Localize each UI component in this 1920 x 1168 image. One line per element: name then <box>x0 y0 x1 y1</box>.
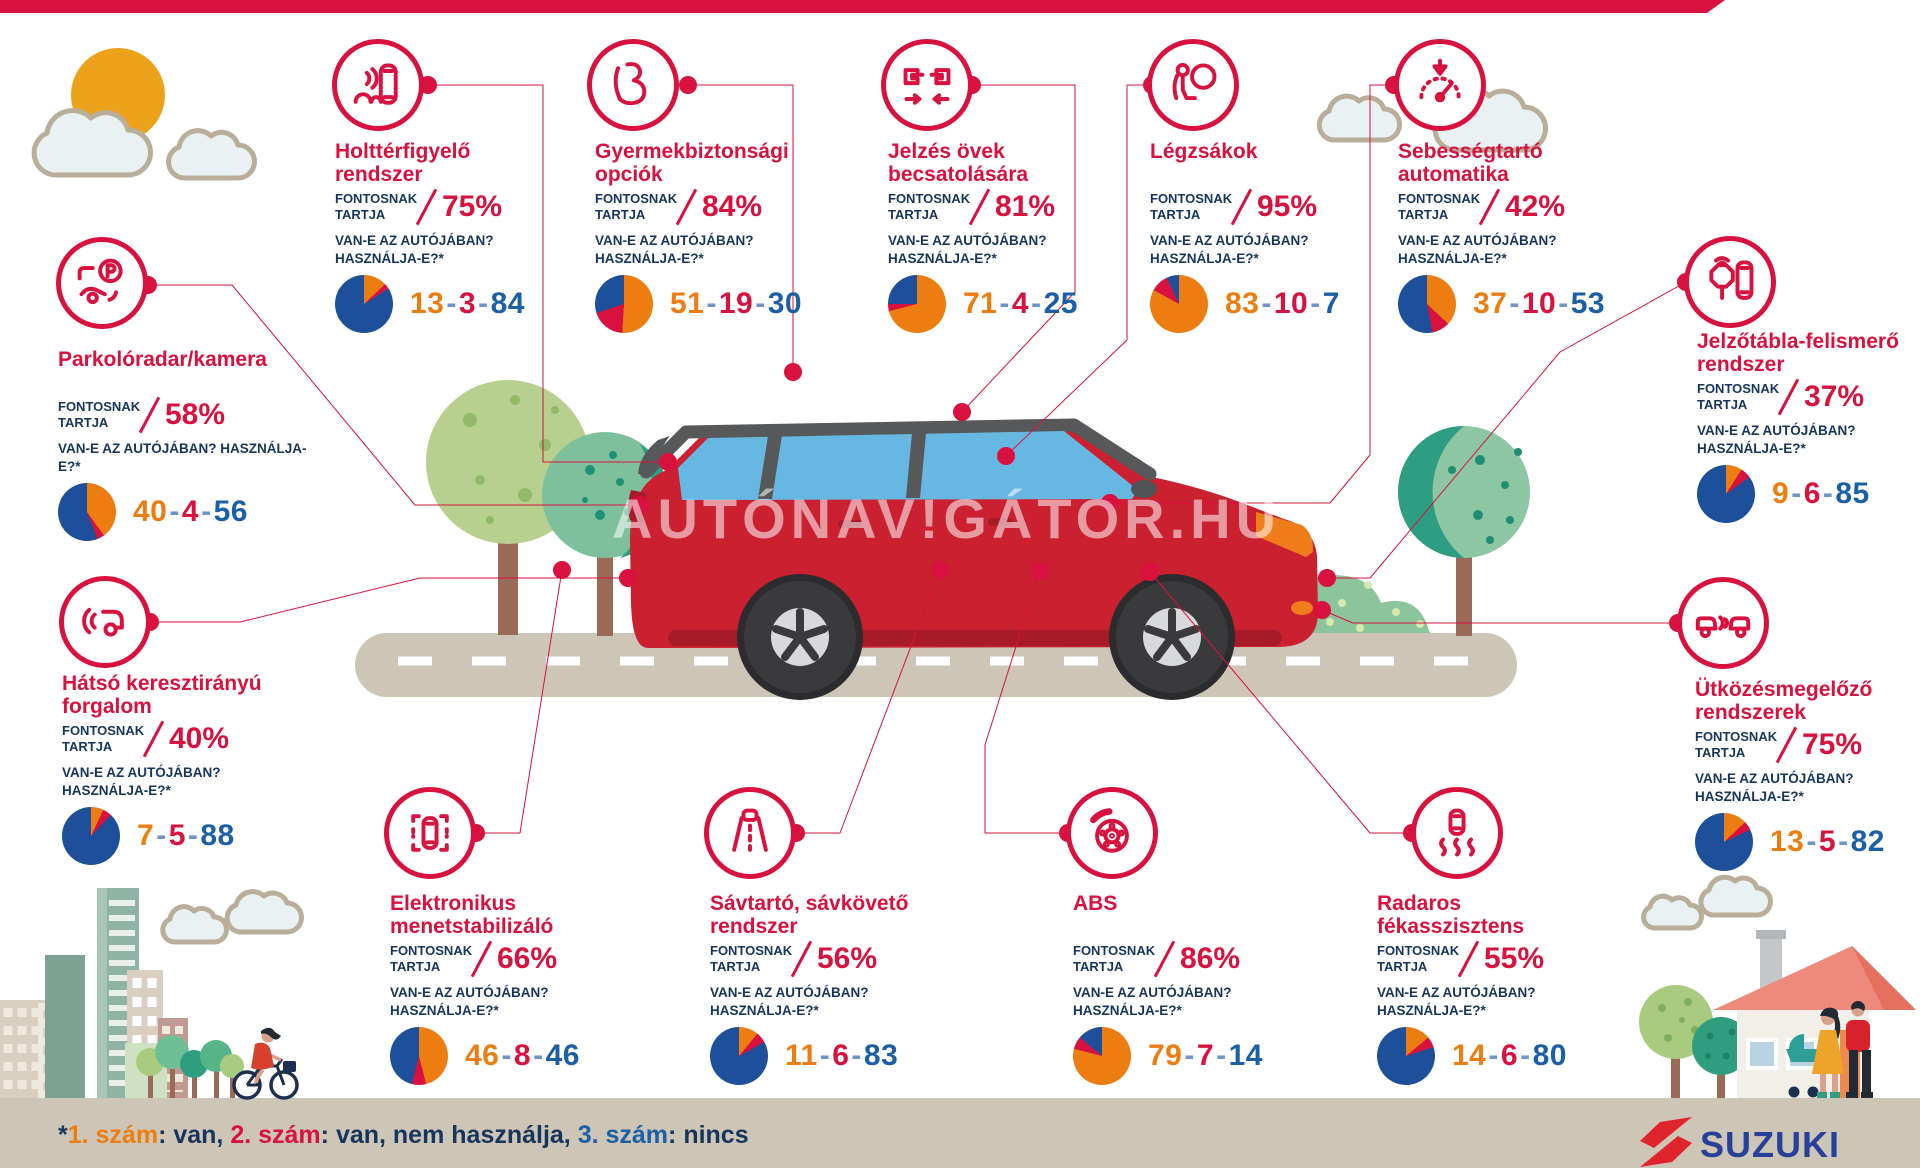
pie-chart <box>888 275 946 334</box>
callout-rear-cross-traffic: Hátsó keresztirányú forgalom FONTOSNAK T… <box>62 672 297 866</box>
question-label: VAN-E AZ AUTÓJÁBAN? HASZNÁLJA-E?* <box>335 233 494 266</box>
importance-percent: 75% <box>442 190 503 223</box>
pie-chart <box>1697 465 1755 524</box>
pie-chart <box>335 275 393 334</box>
importance-label: FONTOSNAK TARTJA <box>335 191 418 222</box>
connector-lines <box>148 84 1687 834</box>
bottom-bar <box>0 1098 1920 1168</box>
feature-title: Holttérfigyelő rendszer <box>335 140 471 187</box>
callout-child-safety: Gyermekbiztonsági opciók FONTOSNAK TARTJ… <box>595 140 825 334</box>
lane-keep-icon <box>704 787 796 879</box>
pie-chart <box>1695 813 1753 872</box>
feature-title: Ütközésmegelőző rendszerek <box>1695 678 1873 725</box>
pie-chart <box>390 1027 448 1086</box>
pie-chart <box>710 1027 768 1086</box>
rear-cross-traffic-icon <box>59 576 151 668</box>
pie-values: 83-10-7 <box>1225 287 1340 321</box>
pie-values: 9-6-85 <box>1772 477 1870 511</box>
feature-title: Jelzőtábla-felismerő rendszer <box>1697 330 1899 377</box>
pie-values: 79-7-14 <box>1148 1039 1263 1073</box>
house-illustration <box>1639 930 1916 1098</box>
pie-chart <box>595 275 653 334</box>
feature-title: Radaros fékasszisztens <box>1377 892 1525 939</box>
traffic-sign-recognition-icon <box>1684 236 1776 328</box>
callout-abs: ABS FONTOSNAK TARTJA 86% VAN-E AZ AUTÓJÁB… <box>1073 892 1278 1086</box>
callout-parking-radar: Parkolóradar/kamera FONTOSNAK TARTJA 58% … <box>58 348 320 542</box>
feature-title: Jelzés övek becsatolására <box>888 140 1029 187</box>
parking-sensor-icon <box>56 237 148 329</box>
legend-footnote: *1. szám: van, 2. szám: van, nem használ… <box>58 1121 749 1149</box>
callout-esc: Elektronikus menetstabilizáló FONTOSNAK … <box>390 892 625 1086</box>
blind-spot-monitor-icon <box>332 39 424 131</box>
pie-chart <box>62 807 120 866</box>
callout-cruise-control: Sebességtartó automatika FONTOSNAK TARTJ… <box>1398 140 1606 334</box>
feature-title: Elektronikus menetstabilizáló <box>390 892 554 939</box>
pie-chart <box>1398 275 1456 334</box>
feature-title: Parkolóradar/kamera <box>58 348 267 371</box>
car-illustration <box>628 418 1318 700</box>
tree <box>426 380 669 636</box>
callout-blind-spot: Holttérfigyelő rendszer FONTOSNAK TARTJA… <box>335 140 550 334</box>
callout-sign-recognition: Jelzőtábla-felismerő rendszer FONTOSNAK … <box>1697 330 1912 524</box>
pie-chart <box>1073 1027 1131 1086</box>
callout-radar-brake: Radaros fékasszisztens FONTOSNAK TARTJA 5… <box>1377 892 1612 1086</box>
feature-title: Légzsákok <box>1150 140 1258 163</box>
airbag-icon <box>1147 39 1239 131</box>
esc-icon <box>384 787 476 879</box>
pie-chart <box>1150 275 1208 334</box>
pie-values: 40-4-56 <box>133 495 248 529</box>
callout-airbags: Légzsákok FONTOSNAK TARTJA 95% VAN-E AZ A… <box>1150 140 1355 334</box>
pie-values: 37-10-53 <box>1473 287 1606 321</box>
pie-values: 46-8-46 <box>465 1039 580 1073</box>
pie-values: 14-6-80 <box>1452 1039 1567 1073</box>
city-illustration <box>0 888 299 1100</box>
pie-values: 71-4-25 <box>963 287 1078 321</box>
radar-brake-assist-icon <box>1411 787 1503 879</box>
callout-seatbelt-reminder: Jelzés övek becsatolására FONTOSNAK TART… <box>888 140 1103 334</box>
callout-collision-avoidance: Ütközésmegelőző rendszerek FONTOSNAK TAR… <box>1695 678 1910 872</box>
tree <box>1398 426 1530 636</box>
feature-title: ABS <box>1073 892 1118 915</box>
child-seat-icon <box>587 39 679 131</box>
suzuki-wordmark: SUZUKI <box>1700 1124 1840 1165</box>
cyclist-illustration <box>232 1027 299 1100</box>
pie-values: 11-6-83 <box>785 1039 899 1073</box>
feature-title: Sebességtartó automatika <box>1398 140 1543 187</box>
pie-values: 13-3-84 <box>410 287 525 321</box>
pie-chart <box>1377 1027 1435 1086</box>
pie-values: 7-5-88 <box>137 819 235 853</box>
feature-title: Gyermekbiztonsági opciók <box>595 140 789 187</box>
slash-divider <box>415 188 438 226</box>
cloud-icon <box>31 86 1773 945</box>
feature-title: Sávtartó, sávkövető rendszer <box>710 892 909 939</box>
seatbelt-reminder-icon <box>881 39 973 131</box>
collision-avoidance-icon <box>1677 577 1769 669</box>
watermark: AUTÓNAV!GÁTOR.HU <box>612 487 1282 550</box>
pie-chart <box>58 483 116 542</box>
top-accent-bar <box>0 0 1725 13</box>
abs-icon <box>1066 787 1158 879</box>
family-illustration <box>1812 1001 1873 1098</box>
pie-values: 13-5-82 <box>1770 825 1885 859</box>
cruise-control-icon <box>1394 39 1486 131</box>
callout-lane-keep: Sávtartó, sávkövető rendszer FONTOSNAK T… <box>710 892 945 1086</box>
feature-title: Hátsó keresztirányú forgalom <box>62 672 262 719</box>
pie-values: 51-19-30 <box>670 287 803 321</box>
suzuki-logo-icon <box>1640 1117 1692 1167</box>
